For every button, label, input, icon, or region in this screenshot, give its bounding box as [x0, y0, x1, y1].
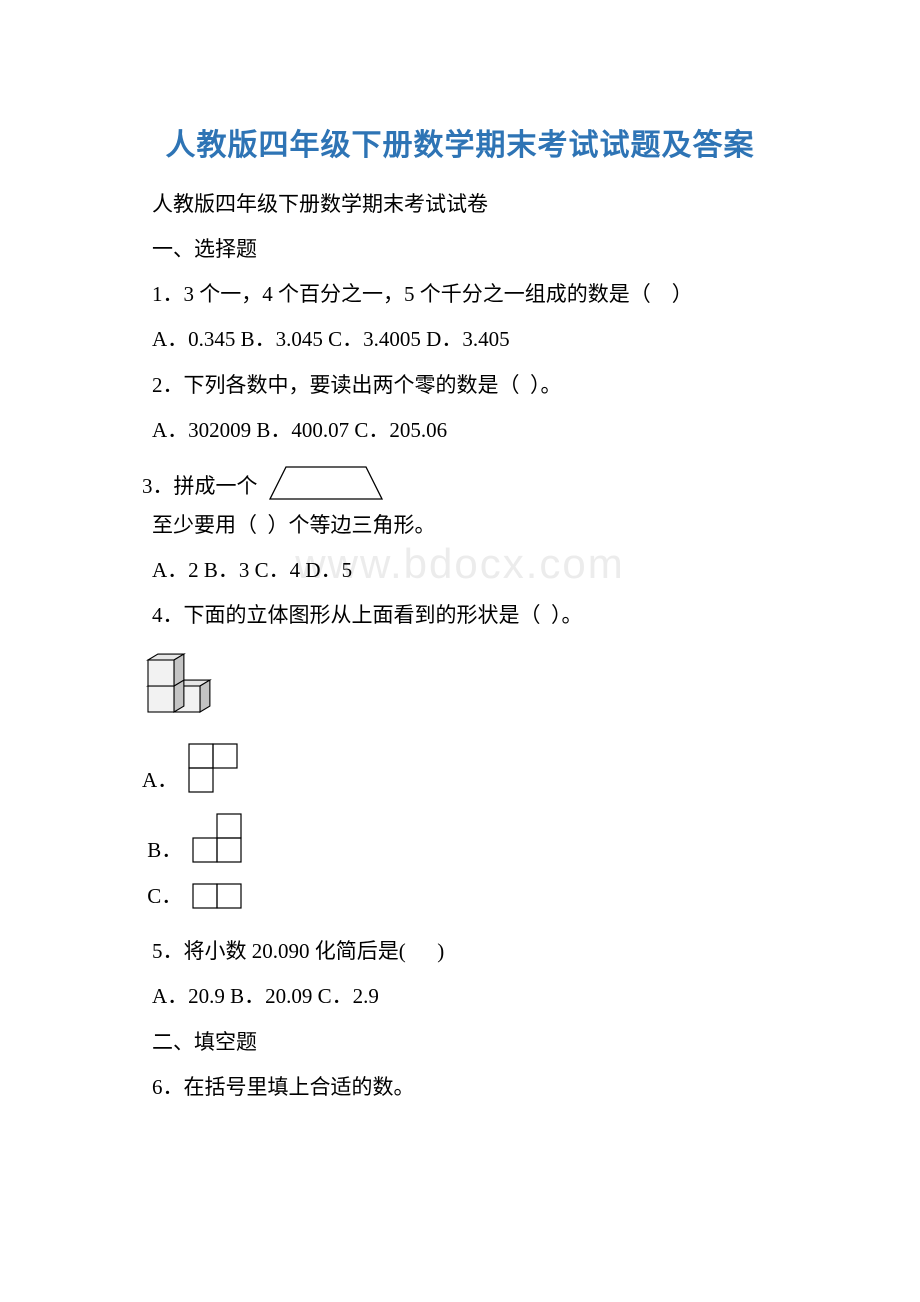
- q1-stem: 1．3 个一，4 个百分之一，5 个千分之一组成的数是（ ）: [110, 272, 810, 317]
- section-1-heading: 一、选择题: [110, 227, 810, 272]
- q3-stem-prefix: 3．拼成一个: [142, 476, 258, 497]
- page-title: 人教版四年级下册数学期末考试试题及答案: [110, 120, 810, 164]
- q5-options: A．20.9 B．20.09 C．2.9: [110, 974, 810, 1019]
- q3-options: A．2 B．3 C．4 D．5: [110, 548, 810, 593]
- q4-cube-figure: [110, 646, 810, 729]
- subtitle: 人教版四年级下册数学期末考试试卷: [110, 182, 810, 227]
- q4-optB-label: B．: [142, 840, 182, 861]
- q3-stem-suffix: 至少要用（ ）个等边三角形。: [110, 503, 810, 548]
- trapezoid-icon: [266, 463, 386, 503]
- q4-optC-label: C．: [142, 886, 182, 907]
- q4-optA-label: A．: [142, 770, 178, 791]
- document-content: 人教版四年级下册数学期末考试试题及答案 人教版四年级下册数学期末考试试卷 一、选…: [110, 120, 810, 1110]
- q1-options: A．0.345 B．3.045 C．3.4005 D．3.405: [110, 317, 810, 362]
- grid-option-a-icon: [188, 743, 238, 793]
- q6-stem: 6．在括号里填上合适的数。: [110, 1065, 810, 1110]
- grid-option-b-icon: [192, 813, 242, 863]
- q5-stem: 5．将小数 20.090 化简后是( ): [110, 929, 810, 974]
- q2-options: A．302009 B．400.07 C．205.06: [110, 408, 810, 453]
- grid-option-c-icon: [192, 883, 242, 909]
- section-2-heading: 二、填空题: [110, 1020, 810, 1065]
- q2-stem: 2．下列各数中，要读出两个零的数是（ ）。: [110, 363, 810, 408]
- q4-stem: 4．下面的立体图形从上面看到的形状是（ ）。: [110, 593, 810, 638]
- cube-stack-icon: [142, 646, 242, 724]
